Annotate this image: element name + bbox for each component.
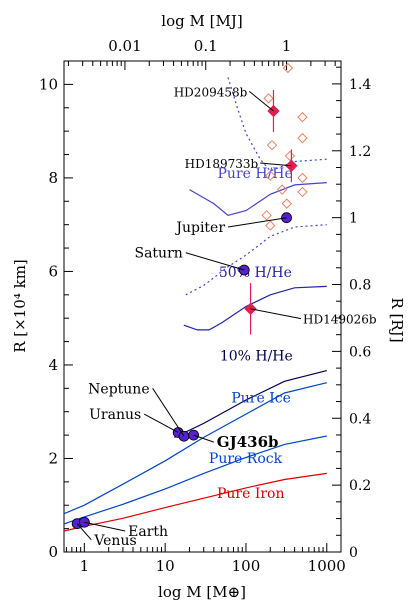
- y-right-tick-label: 1.2: [349, 144, 371, 160]
- y-tick-label: 0: [48, 543, 58, 561]
- planet-label: Uranus: [89, 407, 141, 423]
- y-right-tick-label: 0.6: [349, 344, 371, 360]
- plot-frame: [63, 60, 342, 553]
- exoplanet-leader-line: [250, 308, 302, 320]
- planet-label: Jupiter: [174, 220, 225, 236]
- exoplanet-leader-line: [248, 91, 274, 112]
- model-diamond-point: [282, 62, 294, 74]
- series-line-6: [185, 224, 327, 296]
- model-diamond-point: [297, 172, 308, 184]
- x-top-tick-label: 0.01: [108, 37, 141, 55]
- y-right-axis-label: R [RJ]: [388, 297, 406, 342]
- model-diamond-point: [265, 170, 276, 181]
- y-right-tick-label: 1.4: [349, 77, 371, 93]
- planet-leader-line: [227, 217, 287, 228]
- series-line-1: [63, 435, 327, 525]
- y-tick-label: 8: [48, 169, 58, 187]
- series-line-0: [63, 472, 327, 532]
- y-right-tick-label: 0.8: [349, 278, 371, 294]
- planet-label: Venus: [93, 533, 136, 549]
- model-diamond-point: [297, 111, 308, 123]
- planet-label: Neptune: [88, 381, 149, 397]
- y-right-tick-label: 0.4: [349, 411, 371, 427]
- series-line-5: [189, 182, 327, 216]
- series-line-4: [183, 285, 327, 331]
- model-diamond-point: [284, 150, 296, 162]
- planet-label: Earth: [128, 524, 168, 540]
- series-label: Pure H/He: [218, 166, 293, 182]
- model-diamond-point: [297, 132, 308, 144]
- x-top-tick-label: 1: [282, 37, 292, 55]
- series-label: 10% H/He: [220, 348, 293, 364]
- x-top-axis-label: log M [MJ]: [161, 12, 242, 30]
- y-tick-label: 10: [39, 75, 58, 93]
- planet-leader-line: [76, 523, 92, 541]
- y-right-tick-label: 0: [349, 545, 358, 561]
- series-label: Pure Iron: [217, 486, 285, 502]
- model-diamond-point: [263, 93, 274, 104]
- model-diamond-point: [266, 139, 278, 151]
- series-label: Pure Ice: [231, 390, 291, 406]
- model-curves: Pure Iron Pure Rock Pure Ice 10% H/He 50% H/…: [63, 77, 327, 532]
- model-diamond-point: [297, 186, 308, 198]
- planet-leader-line: [185, 252, 245, 271]
- planet-label: Saturn: [134, 246, 182, 262]
- exoplanet-label: HD209458b: [174, 85, 248, 99]
- planet-label: GJ436b: [217, 433, 279, 451]
- planet-leader-line: [152, 388, 185, 437]
- x-tick-label: 100: [232, 557, 261, 575]
- series-line-3: [174, 370, 327, 438]
- y-right-tick-label: 0.2: [349, 478, 371, 494]
- x-tick-label: 1: [80, 557, 90, 575]
- x-tick-label: 1000: [308, 557, 346, 575]
- model-diamond-point: [265, 220, 276, 231]
- series-line-2: [63, 382, 327, 515]
- exoplanet-label: HD189733b: [185, 157, 259, 171]
- model-diamond-point: [276, 184, 288, 195]
- y-tick-label: 2: [48, 449, 58, 467]
- y-right-tick-label: 1: [349, 211, 358, 227]
- exoplanet-label: HD149026b: [303, 313, 377, 327]
- series-label: 50% H/He: [219, 265, 292, 281]
- series-label: Pure Rock: [209, 451, 283, 467]
- exoplanet-leader-line: [260, 162, 292, 167]
- x-top-tick-label: 0.1: [194, 37, 218, 55]
- x-tick-label: 10: [156, 557, 175, 575]
- y-axis-label: R [×10⁴ km]: [11, 259, 29, 353]
- x-axis-label: log M [M⊕]: [158, 583, 246, 601]
- y-tick-label: 4: [48, 356, 58, 374]
- planet-leader-line: [143, 413, 179, 433]
- y-tick-label: 6: [48, 262, 58, 280]
- planet-leader-line: [84, 521, 126, 532]
- planet-leader-line: [193, 434, 214, 443]
- model-diamond-point: [261, 210, 272, 221]
- data-points: [71, 62, 308, 530]
- model-diamond-point: [281, 198, 292, 209]
